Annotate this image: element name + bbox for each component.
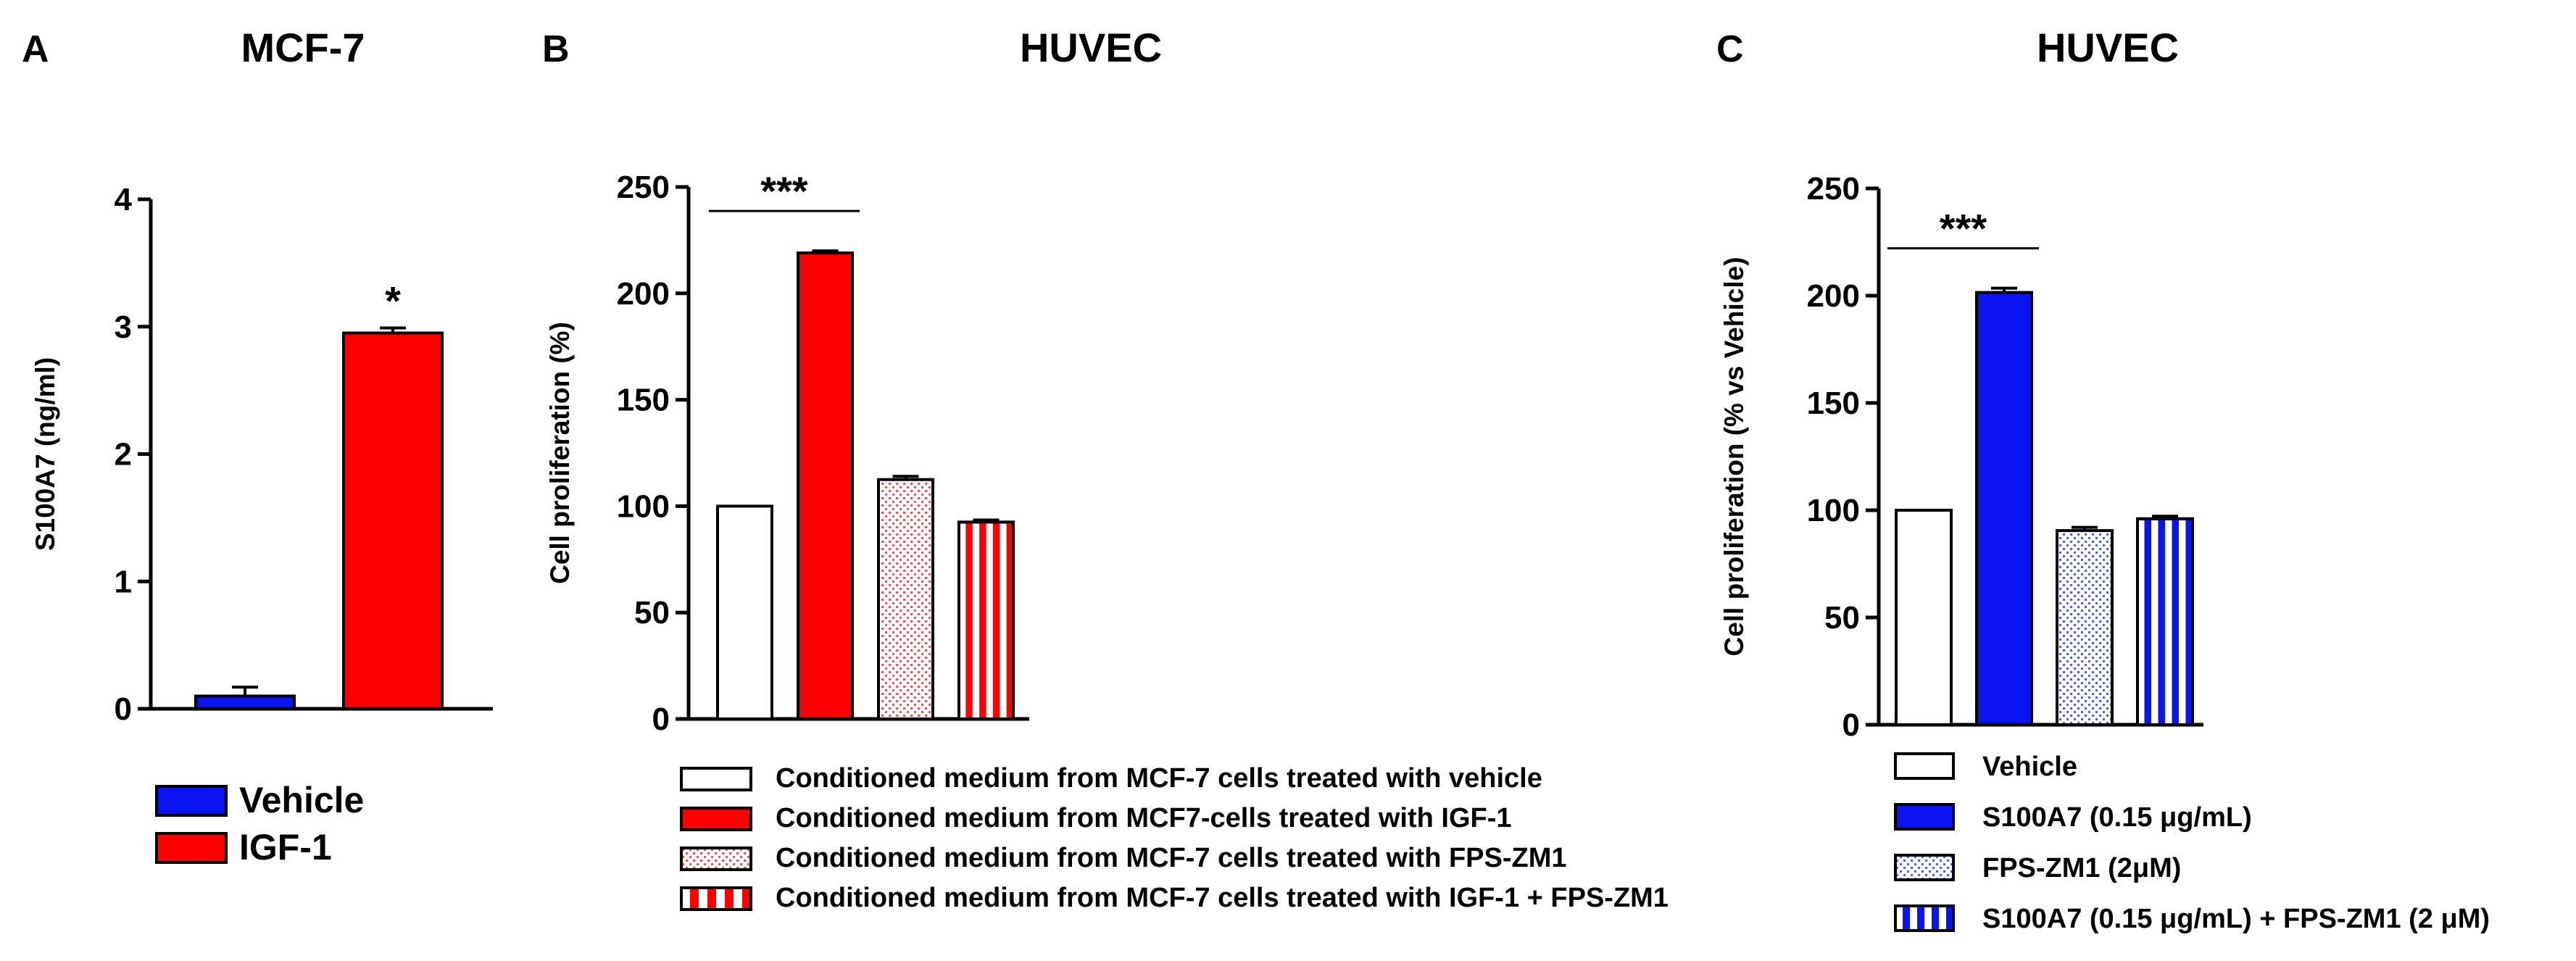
panel-letter-a: A [22,28,49,70]
legend-label: Vehicle [239,780,364,820]
y-axis-label: Cell proliferation (%) [545,322,575,584]
legend-a: Vehicle IGF-1 [155,780,364,868]
legend-label: FPS-ZM1 (2μM) [1982,853,2181,883]
legend-swatch-outline [680,886,752,911]
y-tick-label: 100 [617,488,670,524]
y-tick-label: 0 [115,691,132,727]
y-tick-label: 200 [1807,278,1860,314]
legend-swatch [1894,803,1955,831]
bar [877,478,934,720]
legend-swatch-stripe [742,889,751,908]
plot-c: 0 50 100 150 200 250 Cell proliferation (% vs … [1719,171,2203,743]
panel-b: B HUVEC 0 50 100 150 200 250 Cell proliferatio… [542,25,1669,913]
significance-marker: *** [760,168,808,214]
legend-swatch [680,846,752,871]
bar-stripe [965,523,973,717]
legend-swatch-outline [1894,904,1955,932]
y-tick-label: 150 [1807,386,1860,421]
legend-label: Conditioned medium from MCF7-cells treat… [776,803,1512,833]
y-tick-label: 0 [1842,707,1860,743]
bar-stripe [2185,520,2193,723]
legend-swatch-stripe [690,889,699,908]
panel-letter-b: B [542,28,570,70]
panel-a-title: MCF-7 [241,25,365,70]
y-tick-label: 250 [1807,171,1860,207]
y-tick-label: 200 [617,276,670,312]
panel-c: C HUVEC 0 50 100 150 200 250 Cell proliferatio… [1716,25,2490,934]
bar [716,504,773,721]
y-tick-label: 2 [115,437,132,473]
bar-stripe [979,523,986,717]
y-tick-label: 1 [115,564,132,599]
panel-a: A MCF-7 0 1 2 3 4 S100A7 (ng/ml) * Vehicle IGF-… [22,25,493,868]
legend-label: S100A7 (0.15 μg/mL) + FPS-ZM1 (2 μM) [1982,904,2490,934]
legend-c: Vehicle S100A7 (0.15 μg/mL) FPS-ZM1 (2μM) S… [1894,752,2490,934]
legend-label: IGF-1 [239,827,332,868]
legend-label: Vehicle [1982,752,2077,782]
legend-swatch [155,832,228,864]
y-tick-label: 150 [617,383,670,418]
bar-stripe [1006,523,1013,717]
legend-label: Conditioned medium from MCF-7 cells trea… [776,843,1567,873]
legend-label: Conditioned medium from MCF-7 cells trea… [776,883,1669,913]
bar-stripe [992,523,1000,717]
legend-label: Conditioned medium from MCF-7 cells trea… [776,763,1542,794]
y-axis-label: S100A7 (ng/ml) [30,357,60,551]
significance-marker: *** [1940,206,1987,251]
panel-letter-c: C [1716,28,1744,70]
plot-b: 0 50 100 150 200 250 Cell proliferation (%) *** [545,168,1029,737]
legend-swatch-stripe [1946,907,1953,929]
legend-swatch-stripe [707,889,716,908]
legend-swatch [1894,752,1955,780]
bar [1975,291,2033,726]
bar [1895,509,1953,726]
bar [342,331,444,711]
y-tick-label: 100 [1807,493,1860,528]
legend-swatch-stripe [725,889,734,908]
y-tick-label: 50 [634,595,670,631]
legend-swatch-stripe [1932,907,1939,929]
y-tick-label: 3 [115,309,132,345]
bar [2056,529,2114,726]
legend-swatch-stripe [1903,907,1910,929]
bar-stripe [2158,520,2165,723]
legend-swatch [680,807,752,831]
y-tick-label: 50 [1824,600,1860,636]
y-tick-label: 4 [115,182,133,217]
legend-label: S100A7 (0.15 μg/mL) [1982,802,2252,833]
y-axis-label: Cell proliferation (% vs Vehicle) [1719,257,1749,656]
bar-stripe [2172,520,2179,723]
y-tick-label: 250 [617,170,670,205]
legend-swatch [1894,854,1955,881]
legend-swatch [680,767,752,791]
bar [797,251,854,720]
significance-marker: * [385,278,401,324]
panel-b-title: HUVEC [1020,25,1162,70]
panel-c-title: HUVEC [2037,25,2179,70]
legend-b: Conditioned medium from MCF-7 cells trea… [680,763,1669,913]
legend-swatch-stripe [1917,907,1924,929]
legend-swatch [155,785,228,817]
y-tick-label: 0 [652,702,670,737]
bar-stripe [2144,520,2151,723]
bar [194,694,296,710]
plot-a: 0 1 2 3 4 S100A7 (ng/ml) * [30,182,493,727]
